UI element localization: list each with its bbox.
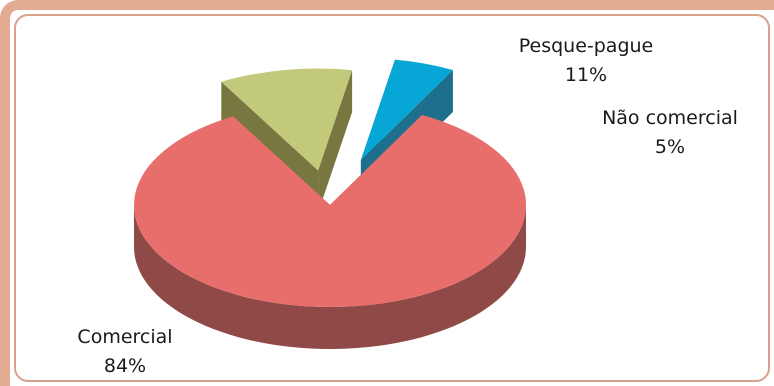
- pie-tops: [134, 59, 527, 307]
- slice-pesque-pague: [221, 68, 353, 171]
- label-comercial-name: Comercial: [77, 326, 172, 348]
- label-comercial-value: 84%: [104, 355, 146, 377]
- slice-wall-pesque-pague-1: [318, 70, 353, 213]
- label-nao-comercial-value: 5%: [655, 136, 685, 158]
- label-pesque-pague-name: Pesque-pague: [519, 35, 654, 57]
- slice-nao-comercial: [360, 59, 453, 161]
- label-nao-comercial-name: Não comercial: [602, 107, 738, 129]
- slice-side-comercial-0: [134, 205, 526, 349]
- slice-comercial: [134, 114, 527, 307]
- label-pesque-pague-value: 11%: [565, 64, 607, 86]
